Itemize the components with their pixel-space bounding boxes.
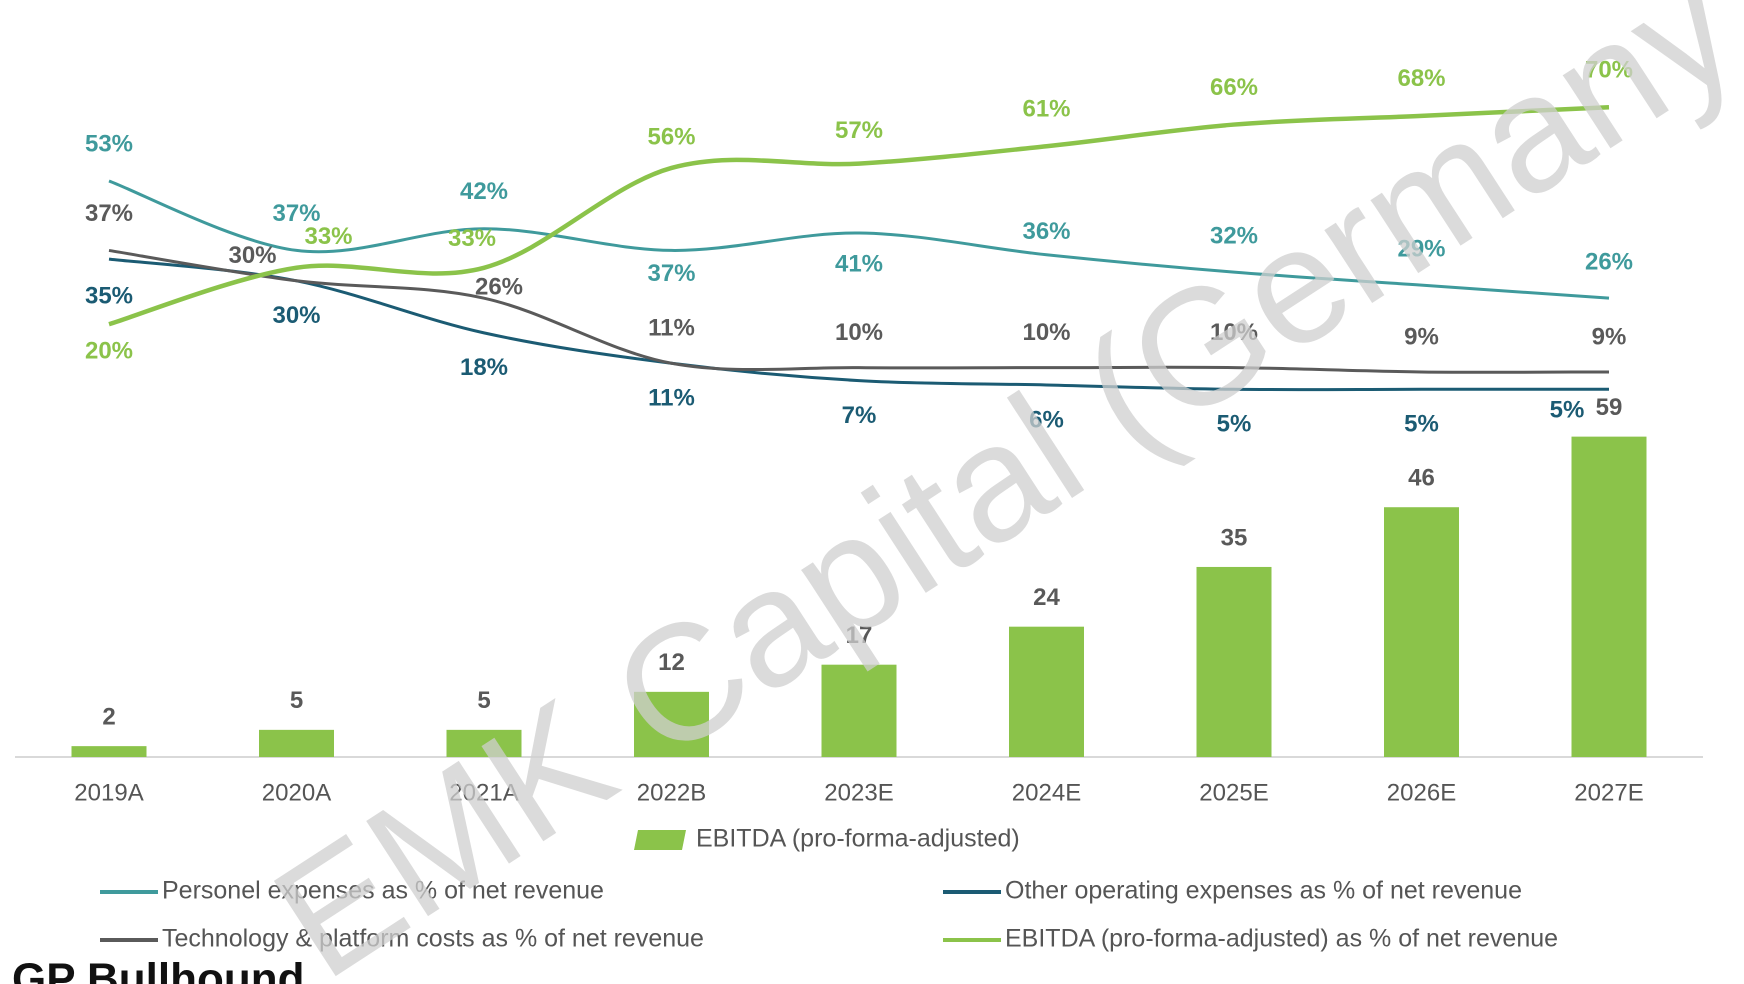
- x-tick-label: 2019A: [74, 779, 143, 806]
- value-label: 42%: [460, 178, 508, 205]
- line: [108, 104, 1610, 327]
- bar-label: 5: [477, 687, 490, 714]
- bar: [259, 729, 334, 757]
- value-label: 37%: [272, 200, 320, 227]
- bar: [1384, 507, 1459, 757]
- value-label: 68%: [1397, 65, 1445, 92]
- bar-label: 17: [846, 622, 873, 649]
- x-tick-label: 2020A: [262, 779, 331, 806]
- value-label: 41%: [835, 250, 883, 277]
- line: [108, 257, 1609, 392]
- value-label: 5%: [1404, 411, 1439, 438]
- value-label: 36%: [1022, 218, 1070, 245]
- legend-swatch: [634, 830, 686, 850]
- x-tick-label: 2026E: [1387, 779, 1456, 806]
- bar-label: 5: [290, 687, 303, 714]
- value-label: 18%: [460, 354, 508, 381]
- bar: [1009, 626, 1084, 757]
- legend-label: Technology & platform costs as % of net …: [162, 925, 704, 953]
- bar: [446, 729, 522, 757]
- value-label: 11%: [648, 315, 695, 342]
- legend-label: Personel expenses as % of net revenue: [162, 877, 604, 905]
- logo: GP Bullhound: [12, 955, 305, 984]
- value-label: 37%: [85, 200, 133, 227]
- bar-label: 59: [1596, 394, 1623, 421]
- value-label: 10%: [835, 319, 883, 346]
- bar: [71, 746, 147, 757]
- legend-label: EBITDA (pro-forma-adjusted): [696, 825, 1020, 853]
- value-label: 5%: [1550, 397, 1585, 424]
- x-tick-label: 2021A: [449, 779, 518, 806]
- value-label: 26%: [1585, 249, 1633, 276]
- bar: [1196, 566, 1272, 757]
- value-label: 29%: [1397, 235, 1445, 262]
- value-label: 57%: [835, 117, 883, 144]
- bar: [634, 691, 709, 757]
- value-label: 9%: [1404, 323, 1439, 350]
- value-label: 70%: [1585, 57, 1633, 84]
- value-label: 56%: [647, 123, 695, 150]
- value-label: 10%: [1022, 319, 1070, 346]
- bar: [821, 664, 897, 757]
- value-label: 7%: [842, 402, 877, 429]
- value-label: 30%: [272, 302, 320, 329]
- line: [108, 248, 1610, 374]
- bar-label: 35: [1221, 524, 1248, 551]
- value-label: 9%: [1592, 323, 1627, 350]
- value-label: 66%: [1210, 74, 1258, 101]
- line: [108, 179, 1610, 300]
- value-label: 6%: [1029, 406, 1064, 433]
- legend-label: EBITDA (pro-forma-adjusted) as % of net …: [1005, 925, 1558, 953]
- value-label: 32%: [1210, 222, 1258, 249]
- x-tick-label: 2025E: [1199, 779, 1268, 806]
- bar-label: 12: [658, 649, 685, 676]
- value-label: 53%: [85, 130, 133, 157]
- bar-label: 46: [1408, 465, 1435, 492]
- value-label: 11%: [648, 385, 695, 412]
- x-tick-label: 2024E: [1012, 779, 1081, 806]
- value-label: 10%: [1210, 319, 1258, 346]
- x-tick-label: 2027E: [1574, 779, 1643, 806]
- value-label: 26%: [475, 274, 523, 301]
- bar-label: 2: [102, 703, 115, 730]
- legend-label: Other operating expenses as % of net rev…: [1005, 877, 1522, 905]
- value-label: 30%: [228, 242, 276, 269]
- value-label: 5%: [1217, 411, 1252, 438]
- x-tick-label: 2022B: [637, 779, 706, 806]
- bar: [1571, 436, 1647, 757]
- value-label: 61%: [1022, 96, 1070, 123]
- x-tick-label: 2023E: [824, 779, 893, 806]
- value-label: 33%: [304, 223, 352, 250]
- bar-label: 24: [1033, 584, 1060, 611]
- value-label: 20%: [85, 338, 133, 365]
- value-label: 37%: [647, 260, 695, 287]
- value-label: 35%: [85, 282, 133, 309]
- value-label: 33%: [448, 225, 496, 252]
